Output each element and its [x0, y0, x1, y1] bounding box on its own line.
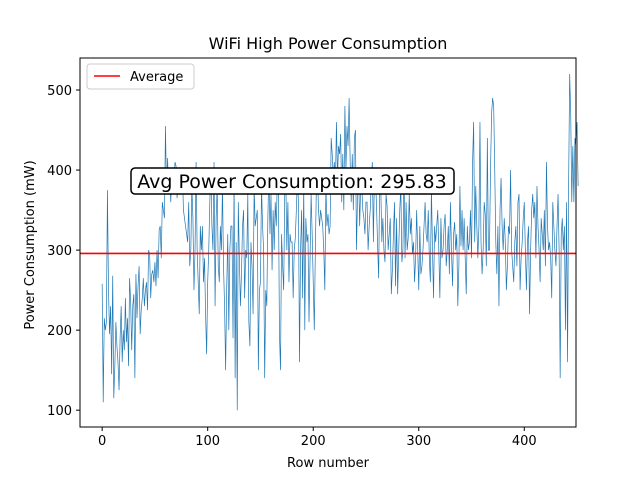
x-axis-label: Row number [287, 456, 370, 471]
annotation-text: Avg Power Consumption: 295.83 [137, 171, 446, 193]
y-axis-label: Power Consumption (mW) [23, 160, 38, 329]
y-tick-label-400: 400 [47, 164, 72, 179]
x-tick-label-300: 300 [406, 434, 431, 449]
x-tick-label-100: 100 [195, 434, 220, 449]
legend-box [86, 63, 195, 90]
plot-area: 0 100 200 300 400 100 200 300 400 500 [47, 57, 579, 449]
chart-title: WiFi High Power Consumption [209, 34, 448, 53]
legend-average-label: Average [130, 70, 183, 85]
average-annotation: Avg Power Consumption: 295.83 [130, 167, 455, 195]
x-tick-label-400: 400 [512, 434, 537, 449]
plot-frame [79, 57, 577, 428]
legend: Average [86, 63, 195, 90]
annotation-box [130, 167, 455, 195]
y-tick-label-100: 100 [47, 404, 72, 419]
y-tick-label-300: 300 [47, 244, 72, 259]
y-tick-label-500: 500 [47, 84, 72, 99]
x-tick-label-0: 0 [98, 434, 106, 449]
y-tick-label-200: 200 [47, 324, 72, 339]
x-tick-label-200: 200 [301, 434, 326, 449]
